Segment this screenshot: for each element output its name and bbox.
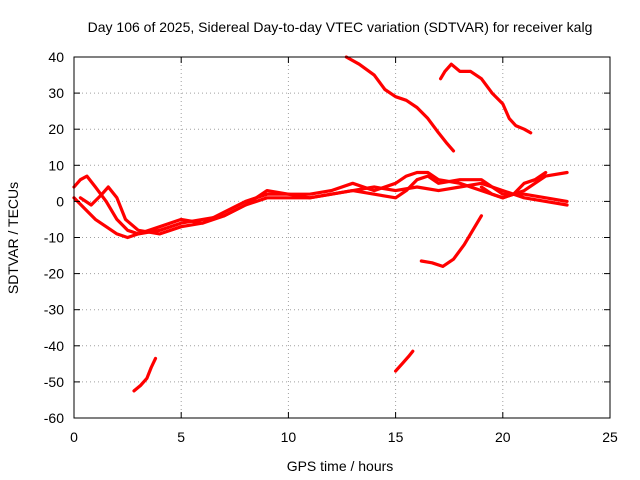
y-tick-label: -20 [44,266,64,282]
chart-title: Day 106 of 2025, Sidereal Day-to-day VTE… [88,19,593,35]
y-tick-label: 10 [48,157,64,173]
series-line-track-low-1 [132,356,158,393]
y-tick-label: 40 [48,49,64,65]
x-tick-label: 15 [388,429,404,445]
x-tick-label: 0 [70,429,78,445]
series-line-track-neg-mid [419,214,483,268]
x-tick-label: 20 [495,429,511,445]
y-tick-label: 0 [56,193,64,209]
y-tick-label: -30 [44,302,64,318]
y-axis-label: SDTVAR / TECUs [5,182,21,294]
x-axis-label: GPS time / hours [287,458,394,474]
y-tick-label: -40 [44,338,64,354]
y-tick-label: 30 [48,85,64,101]
data-series [72,55,569,393]
series-line-track-evening-rise [479,170,548,200]
y-tick-label: -10 [44,230,64,246]
grid-lines [74,57,610,418]
axis-ticks: 0 5 10 15 20 25 -60 -50 -40 -30 -20 -10 0 10 20 30 40 [44,49,618,445]
series-line-track-high-2 [439,62,533,135]
series-line-track-low-2 [394,349,415,373]
series-line-track-main-high [78,170,569,236]
series-line-track-main-mid [72,174,569,240]
series-line-track-main-low [72,174,569,236]
y-tick-label: 20 [48,121,64,137]
x-tick-label: 10 [281,429,297,445]
x-tick-label: 25 [602,429,618,445]
x-tick-label: 5 [177,429,185,445]
y-tick-label: -50 [44,374,64,390]
y-tick-label: -60 [44,410,64,426]
series-line-track-high-1 [344,55,456,153]
